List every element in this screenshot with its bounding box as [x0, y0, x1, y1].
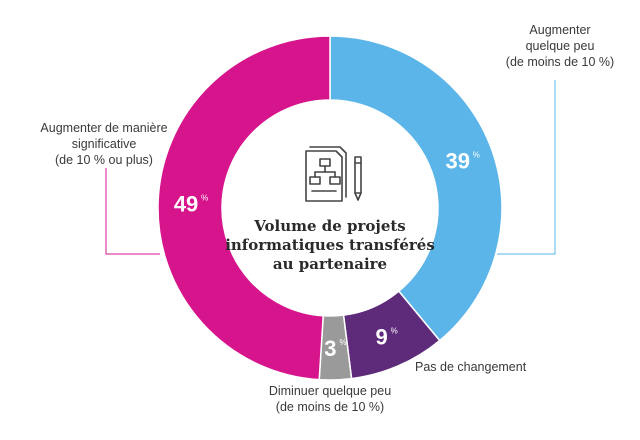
callout-line: Augmenter de manière [40, 121, 168, 135]
donut-hole [222, 100, 438, 316]
slice-value-unit: % [391, 326, 398, 335]
center-title-line: Volume de projets [254, 217, 406, 235]
leader-lines [105, 80, 556, 255]
callout-line: (de moins de 10 %) [505, 55, 615, 69]
callout-augmenter-significative: Augmenter de manière significative (de 1… [14, 120, 194, 168]
center-title-line: au partenaire [272, 255, 388, 273]
callout-augmenter-quelque-peu: Augmenter quelque peu (de moins de 10 %) [492, 22, 628, 70]
leader-line [105, 168, 160, 255]
leader-line [497, 80, 556, 255]
callout-line: Diminuer quelque peu [268, 384, 392, 398]
slice-value-unit: % [473, 151, 480, 160]
slice-value-label: 3 [324, 336, 336, 361]
callout-line: Pas de changement [415, 360, 527, 374]
callout-line: (de moins de 10 %) [275, 400, 385, 414]
donut-slices [157, 35, 503, 381]
slice-value-label: 39 [445, 149, 469, 174]
callout-line: significative [71, 137, 137, 151]
center-title-line: informatiques transférés [225, 236, 435, 254]
slice-value-label: 49 [174, 192, 198, 217]
slice-value-label: 9 [375, 324, 387, 349]
value-labels: 39 %9 %3 %49% [174, 149, 480, 361]
callout-line: (de 10 % ou plus) [55, 153, 153, 167]
document-flowchart-pencil-icon [300, 143, 370, 209]
slice-value-unit: % [339, 338, 346, 347]
center-title: Volume de projets informatiques transfér… [210, 217, 450, 274]
callout-line: Augmenter [529, 23, 591, 37]
callout-pas-de-changement: Pas de changement [415, 359, 551, 375]
callout-diminuer-quelque-peu: Diminuer quelque peu (de moins de 10 %) [258, 383, 402, 415]
callout-line: quelque peu [525, 39, 595, 53]
slice-value-unit: % [201, 194, 208, 203]
